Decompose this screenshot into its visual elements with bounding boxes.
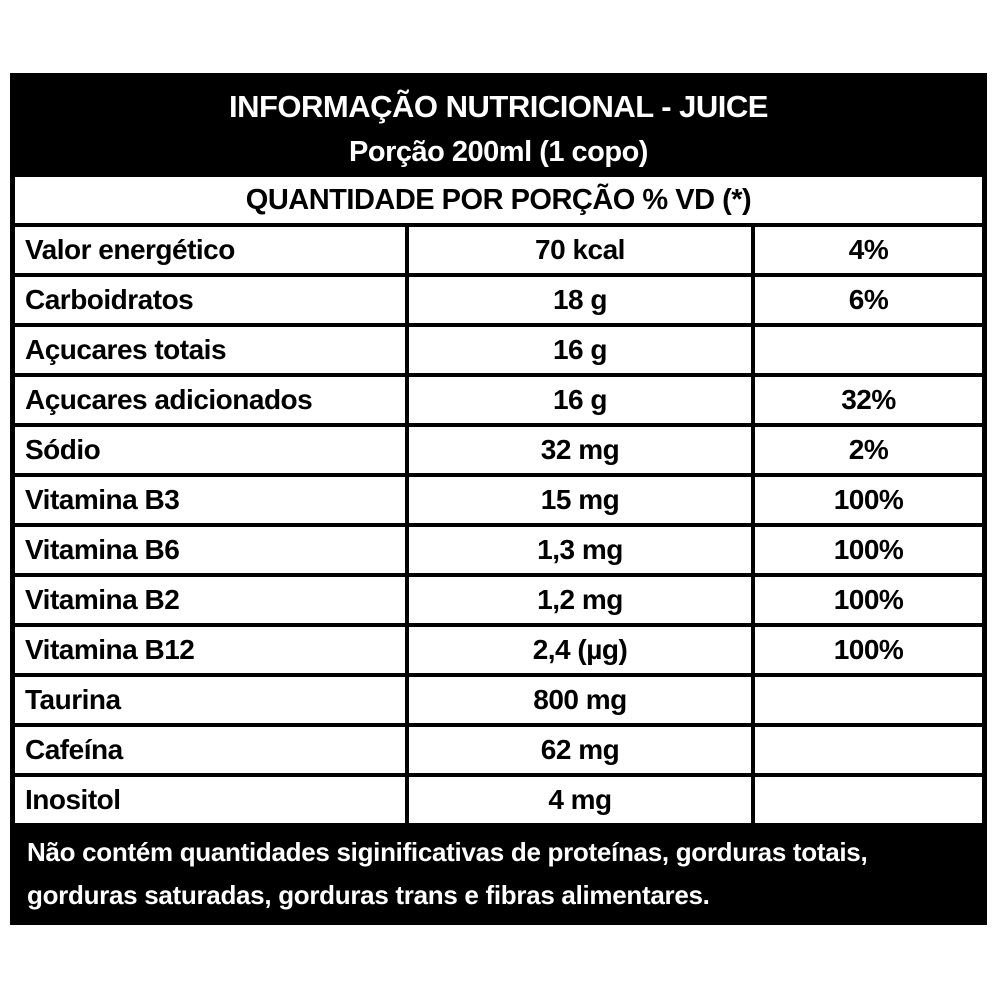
- nutrient-name: Inositol: [25, 784, 121, 815]
- nutrient-rows: Valor energético 70 kcal 4% Carboidratos…: [15, 227, 982, 827]
- table-row: Valor energético 70 kcal 4%: [15, 227, 982, 277]
- nutrient-dv: 6%: [751, 277, 982, 323]
- table-row: Vitamina B2 1,2 mg 100%: [15, 577, 982, 627]
- nutrient-name: Vitamina B3: [25, 484, 180, 515]
- nutrient-amount: 1,2 mg: [405, 577, 751, 623]
- nutrient-amount: 2,4 (µg): [405, 627, 751, 673]
- nutrient-dv: [751, 677, 982, 723]
- nutrient-name: Cafeína: [25, 734, 123, 765]
- table-row: Vitamina B6 1,3 mg 100%: [15, 527, 982, 577]
- nutrient-amount: 32 mg: [405, 427, 751, 473]
- nutrient-dv: 2%: [751, 427, 982, 473]
- quantity-per-serving-header: QUANTIDADE POR PORÇÃO % VD (*): [15, 177, 982, 227]
- nutrient-dv: [751, 727, 982, 773]
- footnote-line: gorduras saturadas, gorduras trans e fib…: [27, 880, 710, 910]
- nutrient-amount: 18 g: [405, 277, 751, 323]
- nutrient-amount: 70 kcal: [405, 227, 751, 273]
- nutrient-name: Sódio: [25, 434, 101, 465]
- table-row: Vitamina B3 15 mg 100%: [15, 477, 982, 527]
- nutrient-name: Açucares totais: [25, 334, 227, 365]
- nutrient-amount: 1,3 mg: [405, 527, 751, 573]
- nutrient-amount: 15 mg: [405, 477, 751, 523]
- nutrient-name: Vitamina B12: [25, 634, 195, 665]
- label-title: INFORMAÇÃO NUTRICIONAL - JUICE: [229, 88, 768, 124]
- title-block: INFORMAÇÃO NUTRICIONAL - JUICE Porção 20…: [15, 78, 982, 177]
- nutrient-dv: 4%: [751, 227, 982, 273]
- nutrient-name: Açucares adicionados: [25, 384, 313, 415]
- nutrient-dv: [751, 327, 982, 373]
- table-row: Açucares totais 16 g: [15, 327, 982, 377]
- footnote-block: Não contém quantidades siginificativas d…: [15, 827, 982, 920]
- nutrient-dv: [751, 777, 982, 823]
- nutrient-dv: 100%: [751, 477, 982, 523]
- nutrient-amount: 16 g: [405, 377, 751, 423]
- nutrient-name: Vitamina B2: [25, 584, 180, 615]
- table-row: Taurina 800 mg: [15, 677, 982, 727]
- nutrition-facts-table: INFORMAÇÃO NUTRICIONAL - JUICE Porção 20…: [10, 73, 987, 925]
- nutrient-amount: 16 g: [405, 327, 751, 373]
- nutrient-name: Vitamina B6: [25, 534, 180, 565]
- nutrient-name: Valor energético: [25, 234, 235, 265]
- serving-size: Porção 200ml (1 copo): [349, 135, 648, 168]
- nutrient-name: Taurina: [25, 684, 121, 715]
- nutrient-dv: 100%: [751, 577, 982, 623]
- table-row: Cafeína 62 mg: [15, 727, 982, 777]
- table-row: Inositol 4 mg: [15, 777, 982, 827]
- nutrient-dv: 32%: [751, 377, 982, 423]
- nutrient-amount: 62 mg: [405, 727, 751, 773]
- table-row: Açucares adicionados 16 g 32%: [15, 377, 982, 427]
- table-row: Sódio 32 mg 2%: [15, 427, 982, 477]
- nutrient-amount: 800 mg: [405, 677, 751, 723]
- nutrient-dv: 100%: [751, 627, 982, 673]
- nutrient-dv: 100%: [751, 527, 982, 573]
- table-row: Vitamina B12 2,4 (µg) 100%: [15, 627, 982, 677]
- nutrient-amount: 4 mg: [405, 777, 751, 823]
- table-row: Carboidratos 18 g 6%: [15, 277, 982, 327]
- footnote-line: Não contém quantidades siginificativas d…: [27, 837, 868, 867]
- nutrient-name: Carboidratos: [25, 284, 194, 315]
